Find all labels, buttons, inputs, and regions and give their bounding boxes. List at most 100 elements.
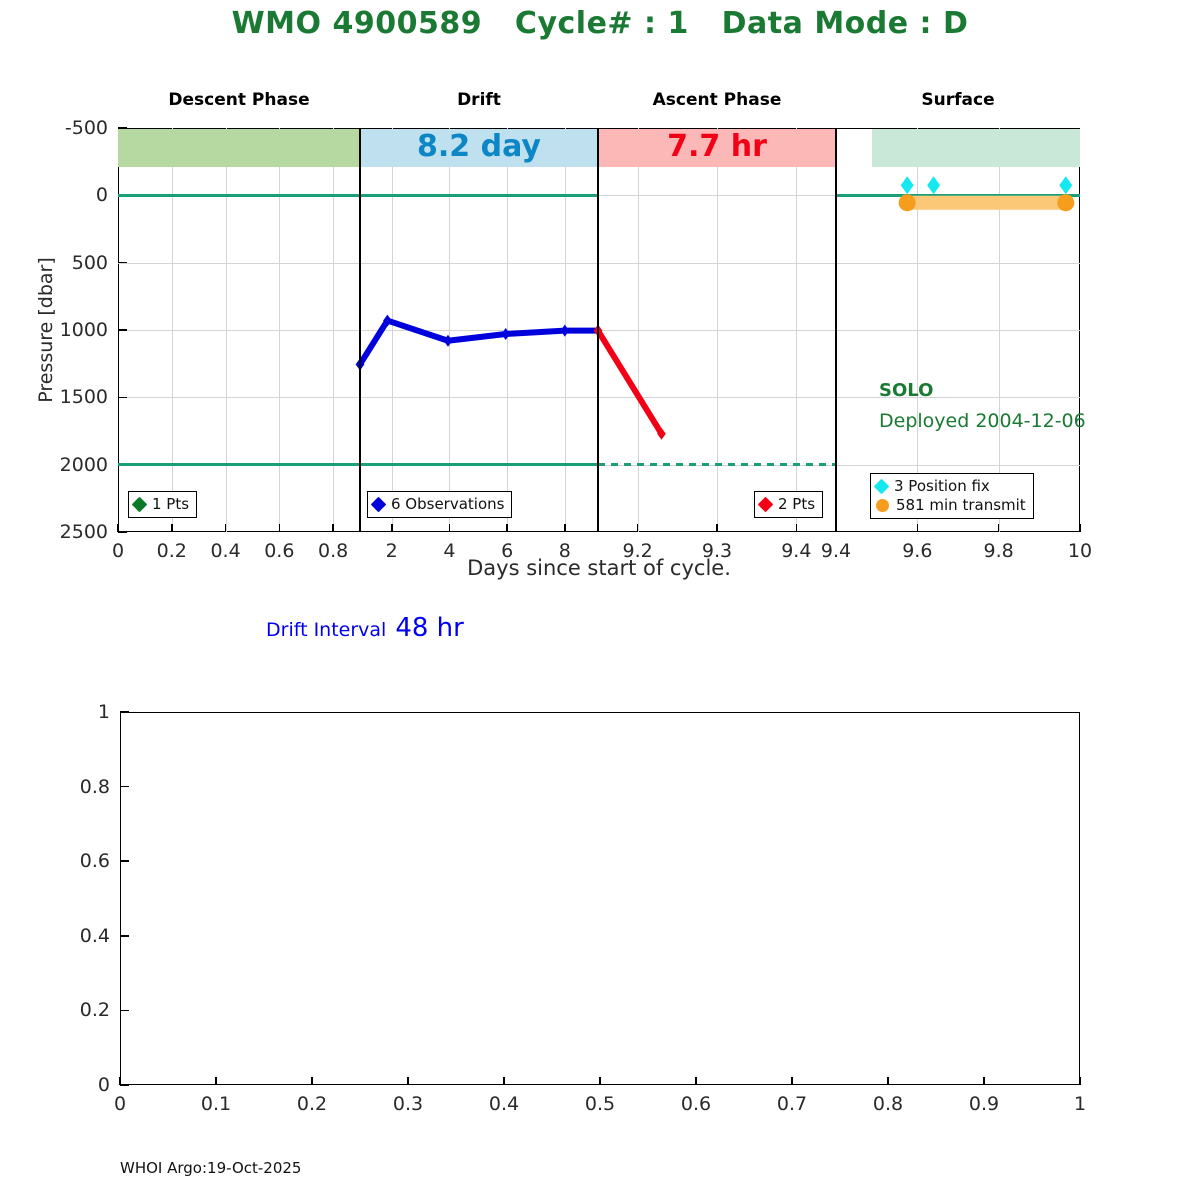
legend-circle-icon <box>876 499 889 512</box>
secondary-x-tick-mark <box>311 1077 313 1085</box>
panel-divider-1 <box>597 128 599 532</box>
x-tick-mark <box>278 524 281 532</box>
x-tick-mark <box>1079 524 1081 532</box>
data-marker-drift <box>501 328 511 341</box>
phase-duration-ascent: 7.7 hr <box>667 129 767 164</box>
x-tick-label: 9.4 <box>781 540 812 562</box>
panel-divider-0 <box>359 128 361 532</box>
drift-interval-label: Drift Interval <box>266 619 387 641</box>
legend-entry: 1 Pts <box>131 495 190 514</box>
x-tick-label: 9.2 <box>622 540 653 562</box>
phase-label-surface: Surface <box>921 90 995 110</box>
secondary-x-tick-label: 0.6 <box>680 1093 712 1115</box>
x-tick-mark <box>332 524 334 532</box>
secondary-y-tick-label: 0.2 <box>79 999 110 1022</box>
y-tick-mark <box>118 261 127 264</box>
phase-label-drift: Drift <box>457 90 501 110</box>
y-tick-mark <box>118 531 127 533</box>
legend-diamond-icon <box>370 496 387 513</box>
panel-divider-2 <box>835 128 837 532</box>
float-info-block: SOLO Deployed 2004-12-06 <box>879 380 1086 432</box>
legend-entry: 3 Position fix <box>873 477 1026 496</box>
reference-line-0-surface <box>836 193 1080 197</box>
legend-descent[interactable]: 1 Pts <box>128 491 198 518</box>
secondary-x-tick-mark <box>119 1077 121 1085</box>
secondary-y-tick-label: 0.4 <box>79 924 110 947</box>
legend-ascent[interactable]: 2 Pts <box>754 491 824 518</box>
x-tick-mark <box>564 524 566 532</box>
secondary-y-tick-mark <box>120 1084 129 1086</box>
phase-label-descent: Descent Phase <box>168 90 310 110</box>
reference-line-2000-ascent <box>598 463 836 467</box>
page-title: WMO 4900589 Cycle# : 1 Data Mode : D <box>231 6 969 41</box>
y-tick-label: 2000 <box>59 453 108 476</box>
secondary-y-tick-label: 1 <box>97 701 110 723</box>
legend-diamond-icon <box>131 496 148 513</box>
y-tick-label: 2500 <box>59 521 108 543</box>
x-tick-mark <box>390 524 393 532</box>
chart-data-series <box>355 176 1075 440</box>
secondary-x-tick-label: 0 <box>113 1093 127 1115</box>
secondary-x-tick-label: 0.2 <box>296 1093 328 1115</box>
secondary-y-tick-mark <box>120 711 129 713</box>
secondary-x-tick-label: 0.5 <box>584 1093 616 1115</box>
legend-entry: 2 Pts <box>757 495 816 514</box>
drift-interval-caption: Drift Interval 48 hr <box>266 613 464 643</box>
legend-drift[interactable]: 6 Observations <box>367 491 513 518</box>
secondary-y-tick-label: 0.6 <box>79 850 110 873</box>
legend-label: 2 Pts <box>778 495 816 513</box>
x-tick-mark <box>795 524 798 532</box>
x-tick-label: 6 <box>501 540 514 562</box>
secondary-x-tick-mark <box>1079 1077 1081 1085</box>
secondary-y-tick-mark <box>120 860 129 862</box>
legend-surface[interactable]: 3 Position fix 581 min transmit <box>870 473 1034 519</box>
x-tick-label: 2 <box>385 540 398 562</box>
legend-label: 6 Observations <box>391 495 505 513</box>
y-tick-label: 0 <box>95 184 108 207</box>
gridline-horizontal <box>118 195 1080 197</box>
secondary-x-tick-label: 0.3 <box>392 1093 424 1115</box>
x-tick-label: 9.6 <box>902 540 933 562</box>
data-marker-drift <box>443 334 453 347</box>
secondary-x-tick-mark <box>695 1077 697 1085</box>
secondary-x-tick-mark <box>503 1077 505 1085</box>
secondary-x-tick-label: 0.7 <box>776 1093 808 1115</box>
x-tick-label: 0.8 <box>318 540 349 562</box>
y-tick-mark <box>118 329 127 331</box>
series-line-ascent <box>595 327 665 437</box>
x-tick-label: 0.2 <box>156 540 187 562</box>
x-tick-label: 9.4 <box>820 540 852 562</box>
phase-label-ascent: Ascent Phase <box>652 90 782 110</box>
phase-band-descent <box>118 129 360 167</box>
drift-interval-value: 48 hr <box>395 613 464 643</box>
secondary-x-tick-mark <box>407 1077 409 1085</box>
x-tick-mark <box>997 524 1000 532</box>
legend-diamond-icon <box>873 478 890 495</box>
secondary-x-tick-mark <box>215 1077 217 1085</box>
y-tick-label: 500 <box>71 251 108 274</box>
gridline-horizontal <box>118 262 1080 264</box>
y-tick-mark <box>118 127 127 129</box>
legend-label: 1 Pts <box>152 495 190 513</box>
x-tick-mark <box>916 524 919 532</box>
phase-band-ascent <box>598 129 836 167</box>
x-axis-label: Days since start of cycle. <box>467 556 731 580</box>
data-marker-drift <box>383 314 392 327</box>
x-tick-mark <box>506 524 508 532</box>
secondary-x-tick-label: 0.9 <box>968 1093 1000 1115</box>
legend-label: 3 Position fix <box>894 477 990 495</box>
legend-label: 581 min transmit <box>896 496 1026 514</box>
secondary-y-tick-label: 0.8 <box>79 775 110 798</box>
x-tick-label: 4 <box>443 540 456 562</box>
x-tick-mark <box>636 524 639 532</box>
x-tick-label: 0.4 <box>210 540 241 562</box>
data-marker-surface <box>900 176 914 195</box>
transmit-marker <box>1057 194 1075 212</box>
secondary-y-tick-mark <box>120 785 129 788</box>
float-type-label: SOLO <box>879 380 934 401</box>
reference-line-2000-descent <box>118 463 360 467</box>
transmit-duration-bar <box>907 195 1066 210</box>
legend-diamond-icon <box>757 496 774 513</box>
series-line-drift <box>357 317 601 368</box>
x-tick-label: 0 <box>111 540 125 562</box>
